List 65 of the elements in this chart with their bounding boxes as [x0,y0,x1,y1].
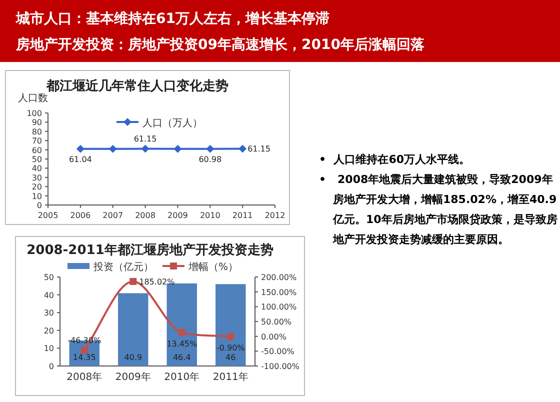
data-label: 46.4 [172,353,191,362]
y-tick-label: 60 [32,146,42,155]
data-label: 61.15 [134,134,157,144]
legend-label: 投资（亿元） [92,261,154,273]
x-tick-label: 2005 [38,211,58,220]
text: • 2008年地震后大量建筑被毁，导致2009年房地产开发大增，增幅185.02%，增至40.9亿元。10年后房地产市场限贷政策，是导致房地产开发投资走势减缓的主要原因。 [319,172,558,248]
x-tick-label: 2008 [135,211,156,220]
y-tick-label: 40 [44,290,54,300]
data-label: -46.30% [68,336,102,346]
data-label: -0.90% [216,344,246,353]
text: 城市人口：基本维持在61万人左右，增长基本停滞 [16,10,330,28]
x-tick-label: 2008年 [66,371,102,383]
y-tick-label: 10 [44,344,54,354]
point [80,346,88,354]
x-tick-label: 2011 [232,211,253,220]
bar [166,283,197,366]
x-tick-label: 2007 [102,211,124,220]
y2-tick-label: 50.00% [261,318,292,326]
y-tick-label: 10 [32,192,42,201]
x-tick-label: 2009 [168,211,188,220]
data-label: 46 [226,353,236,362]
data-label: 61.15 [248,144,270,154]
data-label: 60.98 [198,154,222,164]
y2-tick-label: 100.00% [261,302,297,312]
text: 房地产开发投资：房地产投资09年高速增长，2010年后涨幅回落 [16,36,426,54]
y2-tick-label: 200.00% [261,273,297,282]
y2-tick-label: -100.00% [261,362,300,371]
x-tick-label: 2010 [200,211,220,220]
data-label: 185.02% [139,277,176,286]
point [178,328,186,336]
x-tick-label: 2010年 [164,371,200,383]
x-tick-label: 2006 [70,211,91,220]
legend-label: 人口（万人） [142,118,202,129]
y-tick-label: 30 [32,173,42,182]
data-label: 61.04 [68,154,92,164]
chart-title: 都江堰近几年常住人口变化走势 [46,78,228,94]
data-label: 40.9 [124,353,142,362]
y-tick-label: 80 [32,127,42,136]
y-tick-label: 20 [44,326,54,336]
text: • 人口维持在60万人水平线。 [319,152,471,168]
data-label: 13.45% [166,339,198,348]
x-tick-label: 2009年 [115,371,151,383]
y-tick-label: 0 [48,362,54,371]
y2-tick-label: -50.00% [261,347,295,356]
y-tick-label: 100 [26,109,42,118]
x-tick-label: 2011年 [212,371,248,383]
point [130,278,137,285]
x-tick-label: 2012 [264,211,286,220]
y-tick-label: 40 [32,164,42,174]
y-axis-title: 人口数 [18,93,48,104]
y-tick-label: 90 [32,118,42,128]
bar [118,293,148,366]
chart-title: 2008-2011年都江堰房地产开发投资走势 [26,242,274,258]
legend-label: 增幅（%） [188,261,238,273]
bar [216,284,246,366]
point [227,333,234,340]
y-tick-label: 50 [44,273,54,282]
y-tick-label: 20 [32,182,42,192]
y2-tick-label: 0.00% [261,332,287,342]
y-tick-label: 50 [32,155,42,164]
y-tick-label: 0 [36,201,42,210]
y-tick-label: 70 [32,136,42,146]
data-label: 14.35 [72,353,96,362]
y-tick-label: 30 [44,308,54,318]
y2-tick-label: 150.00% [261,288,297,297]
